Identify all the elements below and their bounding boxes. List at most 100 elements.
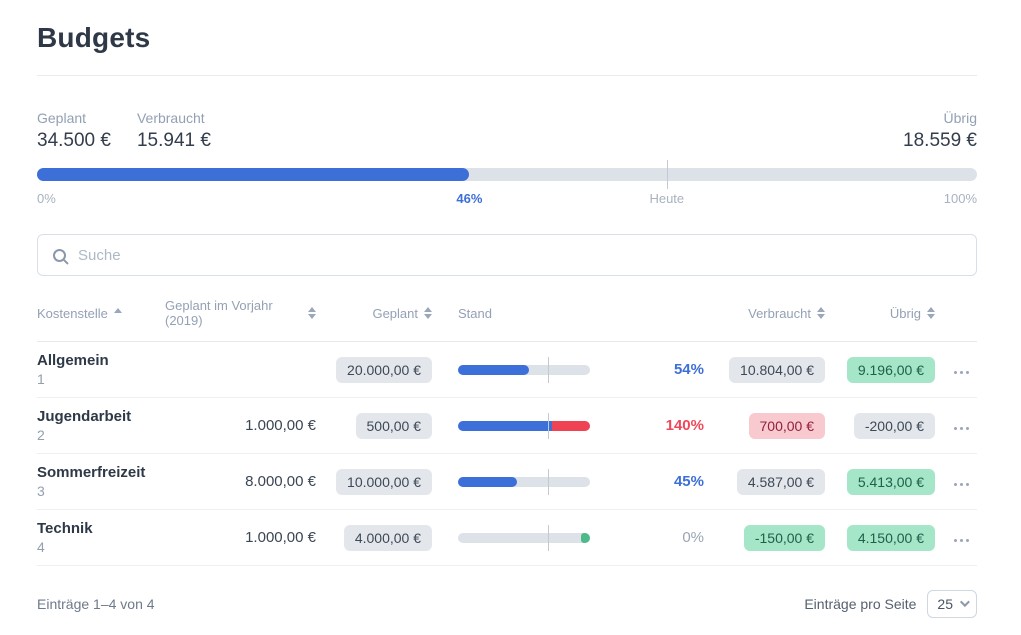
row-title: Jugendarbeit xyxy=(37,408,132,425)
search-icon xyxy=(53,248,66,262)
stat-spent-value: 15.941 € xyxy=(136,130,211,151)
cell-actions xyxy=(935,417,977,435)
per-page-select[interactable]: 25 xyxy=(927,590,977,618)
remaining-badge: 4.150,00 € xyxy=(846,524,935,551)
planned-badge: 500,00 € xyxy=(355,412,432,439)
cell-remaining: 9.196,00 € xyxy=(825,356,935,383)
stat-spent: Verbraucht 15.941 € xyxy=(137,110,211,152)
column-vorjahr[interactable]: Geplant im Vorjahr (2019) xyxy=(165,298,316,328)
remaining-badge: -200,00 € xyxy=(853,412,935,439)
overall-progress-fill xyxy=(37,168,470,181)
cell-remaining: -200,00 € xyxy=(825,412,935,439)
cell-remaining: 4.150,00 € xyxy=(825,524,935,551)
stat-planned-label: Geplant xyxy=(37,110,87,126)
page-title: Budgets xyxy=(37,22,151,53)
table-row[interactable]: Technik 4 1.000,00 € 4.000,00 € 0% -150,00 € 4… xyxy=(37,510,977,566)
cell-prev-year: 8.000,00 € xyxy=(245,473,316,490)
stand-today-marker xyxy=(547,468,549,495)
row-menu-button[interactable] xyxy=(949,423,971,434)
column-kostenstelle[interactable]: Kostenstelle xyxy=(37,306,165,321)
per-page-control: Einträge pro Seite 25 xyxy=(804,590,977,618)
cell-remaining: 5.413,00 € xyxy=(825,468,935,495)
planned-badge: 10.000,00 € xyxy=(336,468,432,495)
column-verbraucht[interactable]: Verbraucht xyxy=(710,306,825,321)
row-menu-button[interactable] xyxy=(949,367,971,378)
stat-remaining-label: Übrig xyxy=(943,110,977,126)
row-menu-button[interactable] xyxy=(949,535,971,546)
table-row[interactable]: Jugendarbeit 2 1.000,00 € 500,00 € 140% 700,0… xyxy=(37,398,977,454)
progress-percent-label: 46% xyxy=(456,191,483,206)
sort-both-icon xyxy=(927,307,935,319)
cell-name: Jugendarbeit 2 xyxy=(37,407,165,444)
table-row[interactable]: Allgemein 1 20.000,00 € 54% 10.804,00 € 9.196… xyxy=(37,342,977,398)
stand-today-marker xyxy=(547,356,549,383)
cell-spent: 10.804,00 € xyxy=(710,356,825,383)
cell-prev-year: 1.000,00 € xyxy=(245,529,316,546)
row-id: 4 xyxy=(37,539,45,555)
cell-spent: -150,00 € xyxy=(710,524,825,551)
column-label: Kostenstelle xyxy=(37,305,108,321)
stand-today-marker xyxy=(547,524,549,551)
row-title: Allgemein xyxy=(37,352,109,369)
stat-remaining: Übrig 18.559 € xyxy=(903,110,977,152)
cell-planned: 4.000,00 € xyxy=(316,524,432,551)
row-menu-button[interactable] xyxy=(949,479,971,490)
column-label: Verbraucht xyxy=(748,305,811,321)
sort-both-icon xyxy=(424,307,432,319)
table-row[interactable]: Sommerfreizeit 3 8.000,00 € 10.000,00 € 45% 4… xyxy=(37,454,977,510)
cell-name: Allgemein 1 xyxy=(37,351,165,388)
cell-stand: 0% xyxy=(432,524,710,551)
cell-spent: 4.587,00 € xyxy=(710,468,825,495)
entries-count: Einträge 1–4 von 4 xyxy=(37,596,155,612)
scale-end-label: 100% xyxy=(943,191,977,206)
planned-badge: 20.000,00 € xyxy=(336,356,432,383)
row-id: 2 xyxy=(37,427,45,443)
cell-actions xyxy=(935,473,977,491)
remaining-badge: 9.196,00 € xyxy=(846,356,935,383)
scale-today-label: Heute xyxy=(649,191,685,206)
row-id: 3 xyxy=(37,483,45,499)
sort-both-icon xyxy=(308,307,316,319)
column-geplant[interactable]: Geplant xyxy=(316,306,432,321)
cell-stand: 45% xyxy=(432,468,710,495)
stand-percent: 45% xyxy=(673,473,704,490)
budgets-page: Budgets Geplant 34.500 € Verbraucht 15.9… xyxy=(0,0,1021,618)
stand-today-marker xyxy=(547,412,549,439)
stand-bar xyxy=(458,468,590,495)
progress-scale: 0% 46% Heute 100% xyxy=(37,191,977,208)
stand-bar xyxy=(458,356,590,383)
cell-spent: 700,00 € xyxy=(710,412,825,439)
stand-percent: 0% xyxy=(682,529,704,546)
budget-summary: Geplant 34.500 € Verbraucht 15.941 € Übr… xyxy=(37,110,977,152)
column-label: Stand xyxy=(458,305,492,321)
stand-percent: 54% xyxy=(673,361,704,378)
table-header: Kostenstelle Geplant im Vorjahr (2019) G… xyxy=(37,298,977,342)
search-input[interactable] xyxy=(78,246,961,264)
per-page-label: Einträge pro Seite xyxy=(804,596,917,612)
scale-start-label: 0% xyxy=(37,191,56,206)
today-marker xyxy=(666,160,668,189)
cell-actions xyxy=(935,361,977,379)
stand-bar xyxy=(458,524,590,551)
spent-badge: 10.804,00 € xyxy=(729,356,825,383)
overall-progress-bar xyxy=(37,160,977,189)
title-divider xyxy=(37,75,977,76)
search-box[interactable] xyxy=(37,234,977,276)
per-page-value: 25 xyxy=(937,596,953,612)
stat-planned: Geplant 34.500 € xyxy=(37,110,111,152)
column-uebrig[interactable]: Übrig xyxy=(825,306,935,321)
remaining-badge: 5.413,00 € xyxy=(846,468,935,495)
cell-prev-year: 1.000,00 € xyxy=(245,417,316,434)
stat-remaining-value: 18.559 € xyxy=(903,130,977,151)
chevron-down-icon xyxy=(959,596,970,607)
cell-name: Sommerfreizeit 3 xyxy=(37,463,165,500)
spent-badge: -150,00 € xyxy=(743,524,825,551)
cell-planned: 10.000,00 € xyxy=(316,468,432,495)
stand-bar xyxy=(458,412,590,439)
sort-both-icon xyxy=(817,307,825,319)
sort-asc-icon xyxy=(113,307,122,313)
row-id: 1 xyxy=(37,371,45,387)
planned-badge: 4.000,00 € xyxy=(343,524,432,551)
row-title: Sommerfreizeit xyxy=(37,464,146,481)
cell-actions xyxy=(935,529,977,547)
